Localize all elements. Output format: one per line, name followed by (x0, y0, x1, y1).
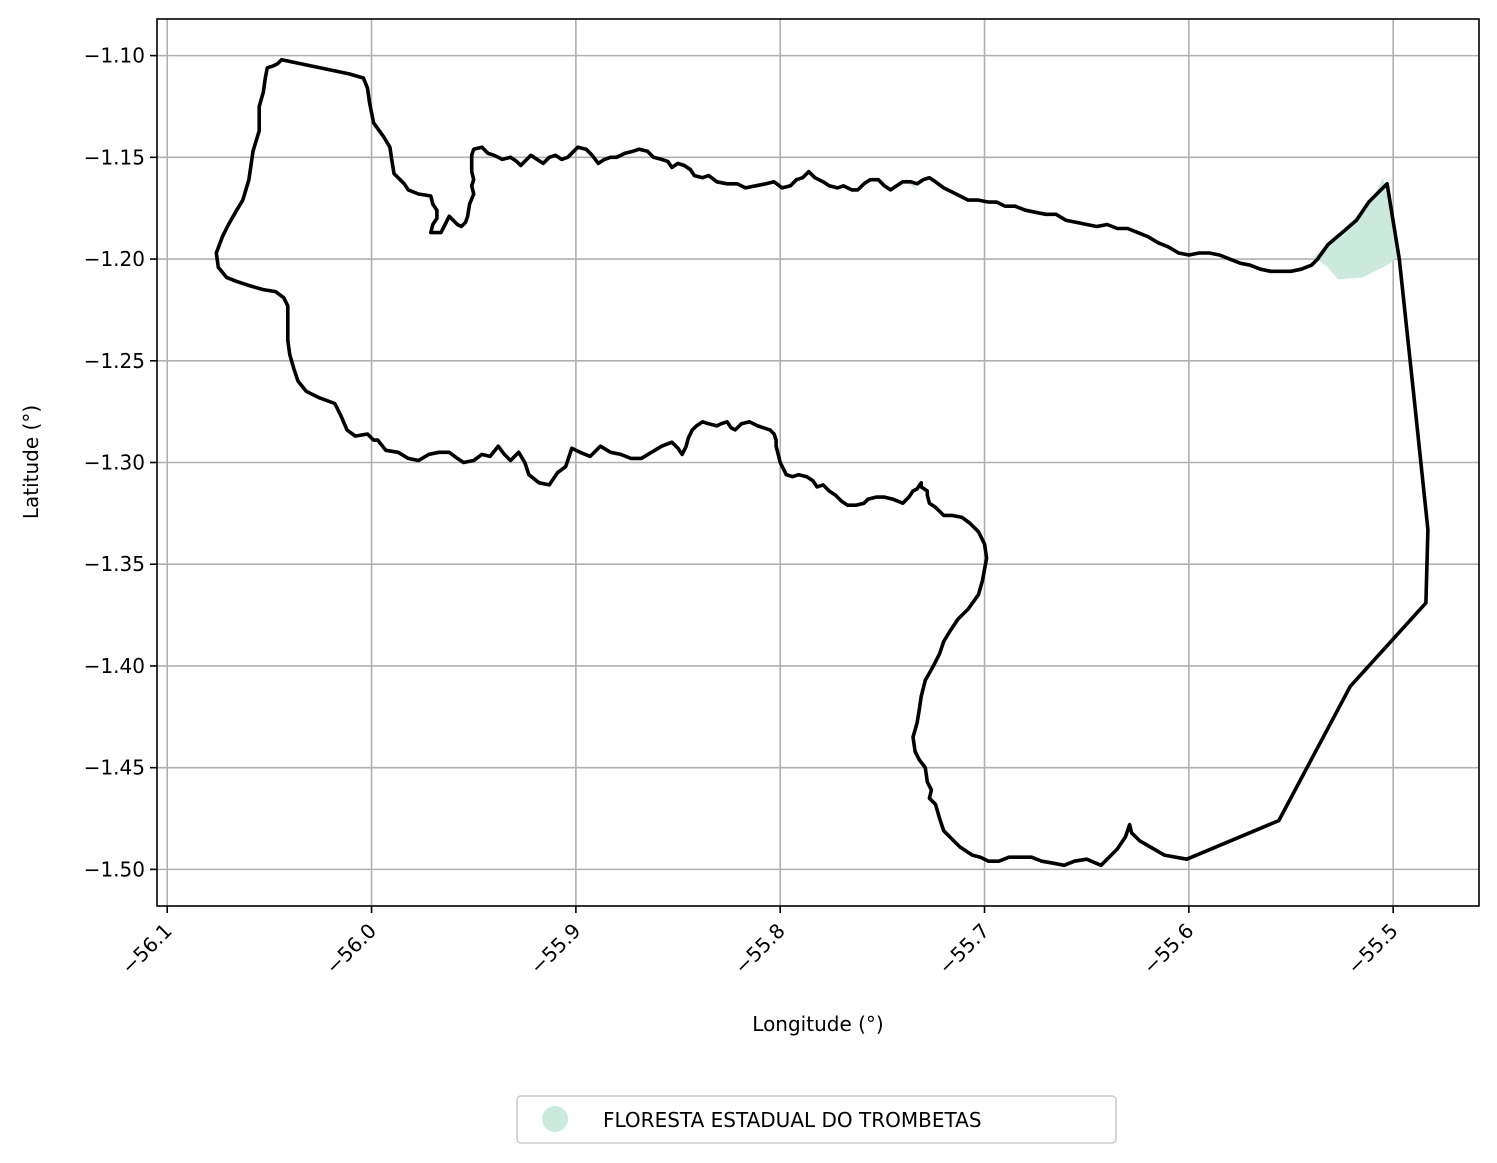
legend-frame (516, 1095, 1117, 1144)
study-area-boundary (214, 57, 1430, 868)
y-tick-label-1-35: −1.35 (84, 552, 145, 576)
legend-label-floresta: FLORESTA ESTADUAL DO TROMBETAS (603, 1108, 982, 1132)
x-axis-label: Longitude (°) (752, 1012, 883, 1036)
y-axis-ticks: −1.10 −1.15 −1.20 −1.25 −1.30 −1.35 −1.40 −1.45… (84, 44, 157, 881)
y-tick-label-1-2: −1.20 (84, 247, 145, 271)
y-tick-label-1-15: −1.15 (84, 145, 145, 169)
y-tick-label-1-5: −1.50 (84, 857, 145, 881)
y-axis-label: Latitude (°) (19, 405, 43, 519)
y-tick-label-1-45: −1.45 (84, 756, 145, 780)
legend-swatch-floresta (542, 1106, 568, 1132)
y-tick-label-1-25: −1.25 (84, 349, 145, 373)
y-tick-label-1-3: −1.30 (84, 451, 145, 475)
gridlines (157, 19, 1479, 906)
legend: FLORESTA ESTADUAL DO TROMBETAS (516, 1095, 1117, 1144)
y-tick-label-1-1: −1.10 (84, 44, 145, 68)
y-tick-label-1-4: −1.40 (84, 654, 145, 678)
boundary-layer (214, 57, 1430, 868)
protected-area-polygon (1313, 177, 1398, 280)
